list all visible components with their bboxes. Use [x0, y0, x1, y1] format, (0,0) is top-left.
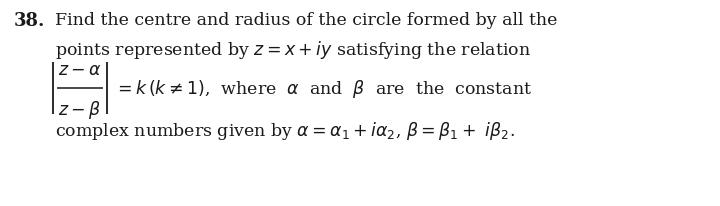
- Text: $z-\beta$: $z-\beta$: [58, 98, 102, 121]
- Text: points represented by $z = x + iy$ satisfying the relation: points represented by $z = x + iy$ satis…: [55, 39, 531, 61]
- Text: Find the centre and radius of the circle formed by all the: Find the centre and radius of the circle…: [55, 12, 557, 29]
- Text: 38.: 38.: [14, 12, 45, 30]
- Text: $z-\alpha$: $z-\alpha$: [58, 62, 102, 79]
- Text: complex numbers given by $\alpha = \alpha_1 + i\alpha_2$, $\beta = \beta_1 +\ i\: complex numbers given by $\alpha = \alph…: [55, 119, 515, 141]
- Text: $= k\,(k\neq1)$,  where  $\alpha$  and  $\beta$  are  the  constant: $= k\,(k\neq1)$, where $\alpha$ and $\be…: [114, 78, 532, 99]
